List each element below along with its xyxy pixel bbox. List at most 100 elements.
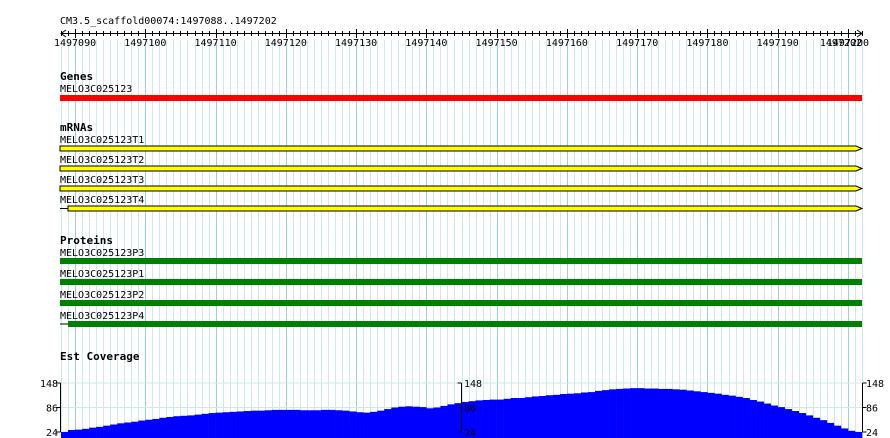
gene-feature[interactable]: MELO3C025123 — [60, 84, 862, 101]
coverage-bar — [468, 401, 476, 438]
coverage-bar — [313, 410, 322, 438]
coverage-bar — [496, 399, 504, 438]
track-genes[interactable]: Genes MELO3C025123 — [60, 70, 862, 101]
grid-lines — [61, 40, 863, 438]
mrna-bar[interactable] — [59, 185, 864, 192]
coverage-scale-label: 148 — [40, 379, 58, 390]
coverage-bar — [117, 423, 125, 438]
coverage-bar — [693, 391, 701, 438]
coverage-bar — [229, 411, 237, 438]
coverage-bar — [784, 409, 793, 438]
track-title-proteins: Proteins — [60, 234, 113, 247]
coverage-bar — [531, 396, 540, 438]
coverage-bar — [370, 411, 378, 438]
protein-label: MELO3C025123P1 — [60, 269, 144, 280]
gene-label: MELO3C025123 — [60, 84, 132, 95]
coverage-bar — [138, 420, 146, 438]
coverage-bar — [700, 392, 708, 438]
protein-feature[interactable]: MELO3C025123P3 — [60, 248, 862, 264]
ruler-left-arrow — [60, 29, 67, 38]
coverage-bar — [580, 392, 589, 438]
protein-feature[interactable]: MELO3C025123P4 — [60, 311, 862, 327]
mrna-feature[interactable]: MELO3C025123T3 — [59, 175, 864, 192]
coverage-scale-label: 86 — [464, 404, 476, 415]
mrna-label: MELO3C025123T4 — [60, 195, 144, 206]
ruler-right-arrow — [856, 29, 863, 38]
track-mrnas[interactable]: mRNAs MELO3C025123T1MELO3C025123T2MELO3C… — [59, 121, 864, 212]
mrnas-features[interactable]: MELO3C025123T1 MELO3C025123T2 MELO3C025123… — [59, 135, 864, 212]
coverage-bar — [103, 425, 111, 438]
coverage-bar — [299, 410, 308, 438]
genes-features[interactable]: MELO3C025123 — [60, 84, 862, 101]
ruler-tick-label: 1497130 — [335, 38, 377, 49]
mrna-feature[interactable]: MELO3C025123T4 — [60, 195, 864, 212]
coverage-bar — [742, 398, 750, 438]
protein-bar[interactable] — [68, 321, 862, 327]
coverage-bar — [187, 415, 195, 438]
coverage-bar — [609, 389, 617, 438]
protein-bar[interactable] — [60, 258, 862, 264]
coverage-bar — [96, 426, 104, 438]
mrna-bar[interactable] — [59, 145, 864, 152]
ruler-tick-label: 1497140 — [405, 38, 447, 49]
ruler-tick-label: 1497100 — [124, 38, 166, 49]
coverage-bar — [89, 427, 97, 438]
mrna-label: MELO3C025123T2 — [60, 155, 144, 166]
coverage-scales: 148 86 24 148 86 24 148 86 24 — [40, 379, 884, 438]
coverage-bar — [131, 421, 139, 438]
coverage-bar — [559, 394, 568, 438]
mrna-bar[interactable] — [67, 205, 864, 212]
coverage-bar — [201, 413, 209, 438]
coverage-scale-label: 24 — [464, 428, 476, 438]
coverage-bar — [679, 389, 687, 438]
coverage-bar — [145, 419, 153, 438]
coverage-bar — [763, 403, 771, 438]
coverage-bar — [398, 406, 406, 438]
coverage-bar — [475, 400, 483, 438]
coverage-bar — [777, 407, 786, 438]
track-coverage[interactable]: Est Coverage 148 86 24 148 86 24 148 86 24 — [40, 350, 884, 438]
coverage-bar — [328, 409, 336, 438]
protein-label: MELO3C025123P2 — [60, 290, 144, 301]
coverage-bar — [510, 398, 519, 438]
coverage-bar — [686, 390, 694, 438]
ruler-tick-label: 1497150 — [476, 38, 518, 49]
coverage-bar — [433, 407, 441, 438]
track-title-mrnas: mRNAs — [60, 121, 93, 134]
track-proteins[interactable]: Proteins MELO3C025123P3MELO3C025123P1MEL… — [60, 234, 862, 327]
coverage-bar — [222, 412, 230, 438]
coverage-bar — [651, 388, 659, 438]
gene-bar[interactable] — [60, 95, 862, 101]
coverage-bar — [320, 409, 329, 438]
coverage-bar — [68, 430, 76, 438]
coverage-bar — [152, 418, 160, 438]
coverage-bar — [595, 390, 603, 438]
coverage-bar — [349, 411, 357, 438]
ruler-tick-label: 1497180 — [686, 38, 728, 49]
protein-feature[interactable]: MELO3C025123P2 — [60, 290, 862, 306]
protein-bar[interactable] — [60, 300, 862, 306]
protein-bar[interactable] — [60, 279, 862, 285]
mrna-feature[interactable]: MELO3C025123T2 — [59, 155, 864, 172]
coverage-bar — [840, 428, 849, 438]
coverage-bar — [854, 432, 863, 438]
mrna-feature[interactable]: MELO3C025123T1 — [59, 135, 864, 152]
coverage-bar — [426, 408, 434, 438]
coverage-scale-label: 148 — [866, 379, 884, 390]
mrna-bar[interactable] — [59, 165, 864, 172]
coverage-bar — [798, 413, 807, 438]
coverage-bar — [335, 410, 343, 438]
coverage-bar — [587, 392, 596, 438]
protein-feature[interactable]: MELO3C025123P1 — [60, 269, 862, 285]
coverage-bar — [356, 412, 364, 438]
coverage-bar — [566, 393, 575, 438]
coverage-bar — [805, 415, 814, 438]
coverage-bar — [461, 401, 469, 438]
coverage-bar — [721, 394, 729, 438]
coverage-bar — [454, 403, 462, 438]
proteins-features[interactable]: MELO3C025123P3 MELO3C025123P1 MELO3C025123… — [60, 248, 862, 327]
coverage-bar — [412, 406, 420, 438]
protein-label: MELO3C025123P3 — [60, 248, 144, 259]
